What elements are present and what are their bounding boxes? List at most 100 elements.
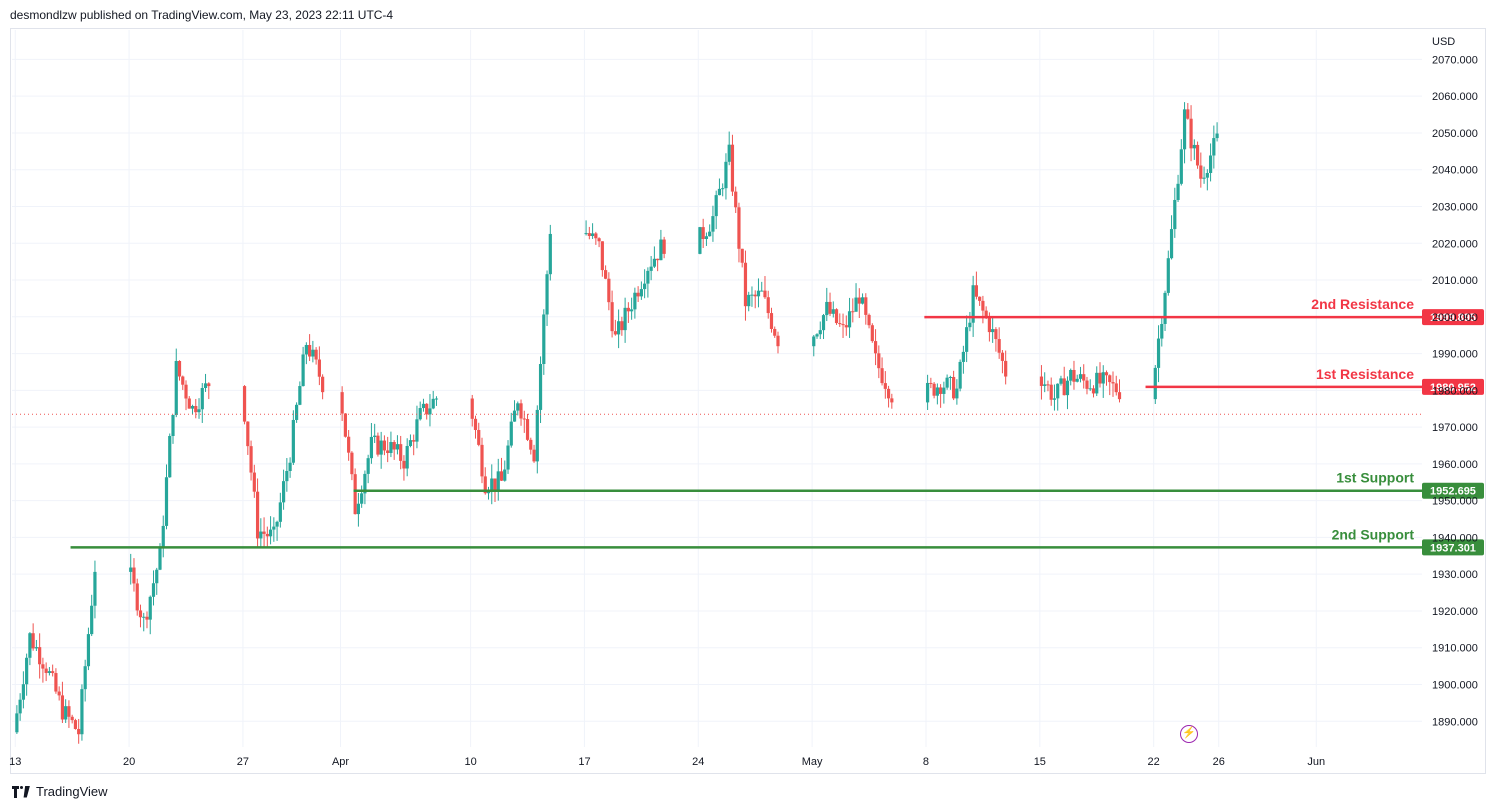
candle-body [1189, 118, 1193, 149]
grid [12, 30, 1422, 747]
level-price-label: 1937.301 [1430, 542, 1476, 554]
candle-body [844, 325, 848, 328]
candle-body [965, 327, 969, 352]
candle-body [281, 481, 286, 503]
candle-body [317, 359, 321, 377]
candle-body [275, 521, 279, 527]
candle-body [25, 657, 29, 685]
candle-body [21, 684, 25, 700]
candle-body [935, 387, 939, 396]
candle-body [389, 442, 393, 454]
candle-body [974, 285, 978, 297]
candle-body [145, 616, 149, 620]
candle-body [584, 233, 588, 235]
candle-body [57, 691, 61, 696]
level-price-tag [1422, 309, 1484, 326]
candle-body [360, 493, 364, 504]
candle-body [1078, 374, 1083, 379]
candle-body [1101, 372, 1105, 384]
candle-body [477, 429, 481, 445]
candle-body [93, 571, 97, 606]
candle-body [939, 387, 943, 394]
candle-body [311, 349, 315, 357]
candle-body [873, 341, 878, 354]
candle-body [535, 409, 539, 462]
x-tick-label: Apr [332, 756, 349, 768]
candle-body [470, 398, 474, 419]
candle-body [646, 270, 650, 284]
candle-body [633, 292, 637, 310]
candle-body [171, 415, 175, 436]
candle-body [242, 386, 247, 422]
x-tick-label: 8 [923, 756, 929, 768]
candle-body [268, 529, 273, 537]
candle-body [763, 290, 767, 298]
y-tick-label: 1900.000 [1432, 679, 1478, 691]
candle-body [1108, 375, 1112, 383]
candle-body [1202, 177, 1206, 179]
candle-body [847, 311, 852, 328]
y-tick-label: 2020.000 [1432, 238, 1478, 250]
candle-body [200, 388, 204, 410]
candle-body [295, 404, 299, 420]
candle-body [425, 403, 429, 415]
candle-body [288, 462, 292, 471]
candle-body [818, 330, 822, 335]
candle-body [952, 376, 956, 399]
candle-body [291, 419, 295, 463]
candle-body [662, 239, 666, 254]
candle-body [1069, 369, 1073, 381]
candle-body [968, 322, 972, 328]
y-tick-label: 2010.000 [1432, 275, 1478, 287]
candle-body [880, 368, 884, 384]
candle-body [31, 633, 35, 649]
y-tick-label: 2000.000 [1432, 312, 1478, 324]
candle-body [486, 491, 491, 494]
footer-brand: TradingView [12, 784, 108, 799]
candle-body [926, 382, 930, 403]
candle-body [64, 706, 68, 720]
candle-body [490, 478, 494, 492]
candle-body [412, 440, 416, 442]
candle-body [760, 290, 764, 292]
candle-body [265, 533, 269, 537]
candle-body [174, 360, 178, 416]
candle-body [340, 392, 344, 414]
candle-body [649, 266, 653, 271]
y-tick-label: 1890.000 [1432, 716, 1478, 728]
candle-body [717, 188, 722, 196]
candle-body [851, 311, 855, 313]
candle-body [402, 460, 406, 469]
candle-body [834, 309, 839, 324]
candle-body [613, 331, 617, 335]
candle-body [499, 471, 504, 481]
candle-body [151, 583, 156, 597]
candle-body [203, 383, 208, 389]
candle-body [304, 344, 308, 355]
y-tick-label: 1950.000 [1432, 496, 1478, 508]
candle-body [395, 444, 400, 450]
candle-body [405, 446, 409, 469]
candle-body [545, 274, 549, 315]
candle-body [80, 689, 84, 735]
candle-body [428, 408, 432, 415]
candle-body [512, 410, 517, 422]
candle-body [90, 605, 94, 635]
candle-body [278, 502, 282, 522]
level-price-tag [1422, 482, 1484, 499]
candle-body [747, 294, 751, 307]
candle-body [255, 491, 260, 539]
candle-body [373, 435, 377, 437]
candles [15, 102, 1219, 744]
candle-body [379, 440, 383, 455]
candle-body [617, 321, 621, 335]
lightning-bolt-icon[interactable]: ⚡ [1180, 725, 1198, 743]
candle-body [73, 720, 78, 729]
candle-body [815, 334, 819, 337]
candle-body [187, 398, 191, 409]
candle-body [1062, 378, 1066, 396]
candle-body [955, 388, 959, 399]
candle-body [864, 297, 868, 315]
x-tick-label: 24 [692, 756, 704, 768]
